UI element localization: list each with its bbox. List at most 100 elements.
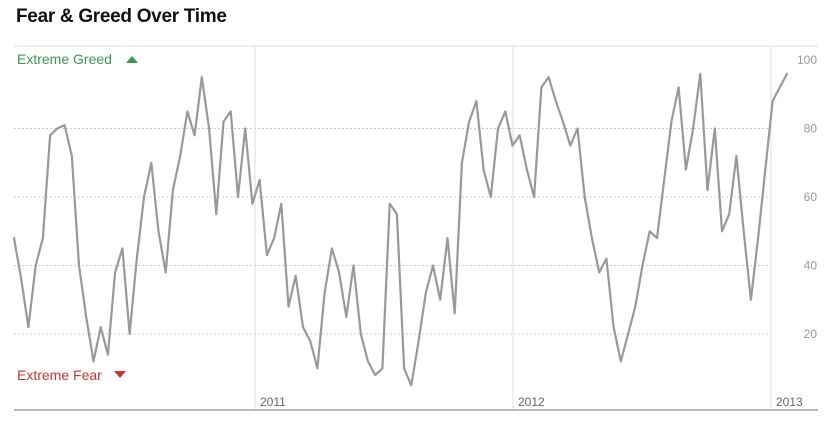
data-point <box>707 189 709 191</box>
data-point <box>179 155 181 157</box>
data-point <box>533 196 535 198</box>
data-point <box>56 128 58 130</box>
data-point <box>656 237 658 239</box>
data-point <box>316 367 318 369</box>
data-point <box>100 326 102 328</box>
data-point <box>642 265 644 267</box>
data-point <box>223 121 225 123</box>
y-tick-label: 40 <box>804 259 818 273</box>
data-point <box>548 76 550 78</box>
data-point <box>345 316 347 318</box>
y-tick-label: 100 <box>797 53 817 67</box>
data-point <box>237 196 239 198</box>
data-point <box>288 306 290 308</box>
data-point <box>49 134 51 136</box>
data-point <box>627 333 629 335</box>
data-point <box>454 312 456 314</box>
data-point <box>150 162 152 164</box>
data-point <box>699 73 701 75</box>
data-point <box>338 271 340 273</box>
data-point <box>779 86 781 88</box>
data-point <box>663 179 665 181</box>
data-point <box>92 360 94 362</box>
data-point <box>714 128 716 130</box>
data-point <box>483 169 485 171</box>
data-point <box>374 374 376 376</box>
data-point <box>114 271 116 273</box>
data-point <box>735 155 737 157</box>
data-point <box>786 73 788 75</box>
data-point <box>750 299 752 301</box>
data-point <box>208 128 210 130</box>
data-point <box>598 271 600 273</box>
data-point <box>64 124 66 126</box>
data-point <box>743 230 745 232</box>
data-point <box>591 237 593 239</box>
data-point <box>266 254 268 256</box>
data-point <box>772 100 774 102</box>
data-point <box>324 292 326 294</box>
data-point <box>194 134 196 136</box>
data-point <box>403 367 405 369</box>
chart-annotations: Extreme Greed Extreme Fear <box>17 51 138 383</box>
chart-grid <box>14 45 818 411</box>
data-point <box>757 237 759 239</box>
y-tick-label: 20 <box>804 327 818 341</box>
y-tick-label: 80 <box>804 122 818 136</box>
data-point <box>353 265 355 267</box>
data-point <box>331 247 333 249</box>
data-point <box>418 340 420 342</box>
data-point <box>526 169 528 171</box>
data-point <box>634 306 636 308</box>
data-point <box>309 340 311 342</box>
extreme-fear-label: Extreme Fear <box>17 367 102 383</box>
data-point <box>42 237 44 239</box>
data-point <box>165 271 167 273</box>
data-point <box>432 265 434 267</box>
data-point <box>367 360 369 362</box>
data-point <box>605 258 607 260</box>
data-point <box>129 333 131 335</box>
x-tick-label: 2013 <box>776 395 803 409</box>
data-point <box>410 384 412 386</box>
data-point <box>678 86 680 88</box>
data-point <box>649 230 651 232</box>
data-point <box>396 213 398 215</box>
data-point <box>215 213 217 215</box>
y-axis-ticks: 20 40 60 80 100 <box>797 53 817 341</box>
data-point <box>569 145 571 147</box>
data-point <box>186 110 188 112</box>
data-point <box>584 196 586 198</box>
x-tick-label: 2012 <box>518 395 545 409</box>
data-point <box>381 367 383 369</box>
data-point <box>389 203 391 205</box>
data-point <box>295 275 297 277</box>
data-point <box>446 237 448 239</box>
fear-greed-line <box>12 72 789 387</box>
data-point <box>764 169 766 171</box>
data-point <box>302 326 304 328</box>
data-point <box>576 128 578 130</box>
data-point <box>562 121 564 123</box>
triangle-up-icon <box>126 56 138 63</box>
x-tick-label: 2011 <box>260 395 286 409</box>
data-point <box>425 292 427 294</box>
data-point <box>461 162 463 164</box>
data-point <box>728 213 730 215</box>
data-point <box>273 237 275 239</box>
data-point <box>121 247 123 249</box>
extreme-greed-label: Extreme Greed <box>17 51 112 67</box>
data-point <box>13 237 15 239</box>
triangle-down-icon <box>114 371 126 378</box>
data-point <box>136 258 138 260</box>
data-point <box>540 86 542 88</box>
data-point <box>504 110 506 112</box>
data-point <box>721 230 723 232</box>
data-point <box>230 110 232 112</box>
data-point <box>555 100 557 102</box>
data-point <box>259 179 261 181</box>
data-point <box>490 196 492 198</box>
data-point <box>27 326 29 328</box>
data-point <box>107 354 109 356</box>
